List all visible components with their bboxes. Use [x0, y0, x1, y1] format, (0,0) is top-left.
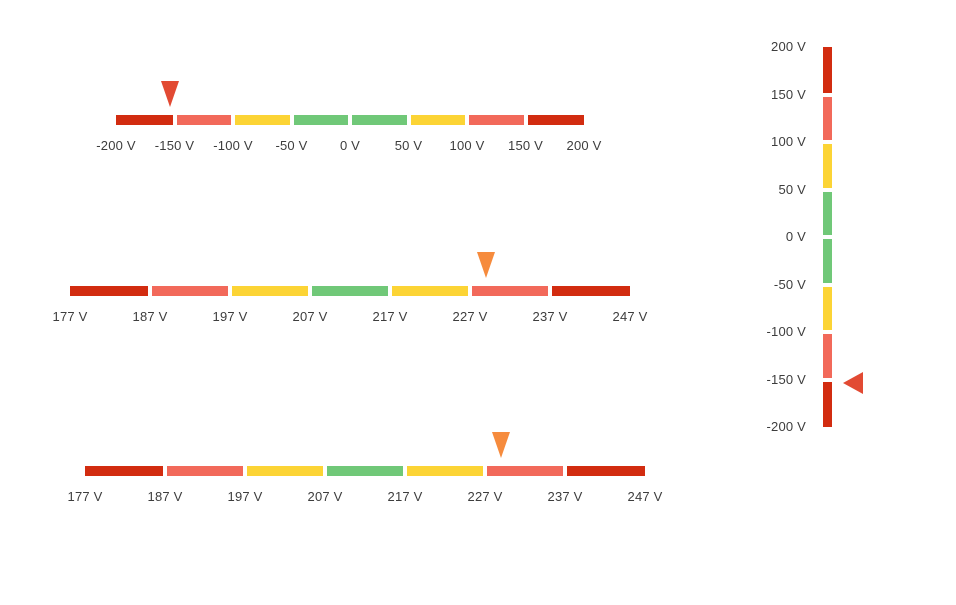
gauge-segment — [823, 239, 832, 283]
gauge-segment — [823, 286, 832, 330]
gauge-pointer-icon — [492, 432, 510, 458]
voltage-gauge-horizontal-middle: 177 V 187 V 197 V 207 V 217 V 227 V 237 V 247 V — [53, 252, 647, 330]
voltage-gauge-vertical: 200 V 150 V 100 V 50 V 0 V -50 V -100 V -150 V -… — [760, 40, 880, 434]
tick-label: 150 V — [508, 138, 543, 153]
tick-label: 197 V — [227, 489, 263, 504]
gauge-segment — [391, 286, 468, 296]
tick-label: 187 V — [132, 309, 168, 324]
tick-label: 200 V — [771, 39, 806, 54]
gauge-segment — [151, 286, 228, 296]
tick-label: 247 V — [612, 309, 648, 324]
gauge-segment — [823, 334, 832, 378]
tick-label: 227 V — [452, 309, 488, 324]
gauge-segment — [166, 466, 243, 476]
tick-label: 207 V — [307, 489, 343, 504]
gauge-segment — [70, 286, 148, 296]
gauge-segment — [552, 286, 630, 296]
gauge-segment — [116, 115, 173, 125]
tick-label: 200 V — [566, 138, 602, 153]
gauge-segment — [823, 191, 832, 235]
tick-label: 197 V — [212, 309, 248, 324]
gauge-bar — [70, 286, 630, 296]
gauge-pointer-icon — [477, 252, 495, 278]
tick-label: 100 V — [771, 134, 806, 149]
tick-label: -100 V — [213, 138, 253, 153]
gauge-segment — [472, 286, 548, 296]
gauge-segment — [176, 115, 231, 125]
gauge-segment — [406, 466, 483, 476]
gauge-bar — [116, 115, 584, 125]
tick-label: -150 V — [766, 371, 806, 387]
gauge-segment — [527, 115, 584, 125]
gauge-segment — [567, 466, 645, 476]
tick-label: 0 V — [339, 138, 361, 153]
gauge-segment — [823, 96, 832, 140]
tick-label: 177 V — [67, 489, 103, 504]
tick-label: 237 V — [547, 489, 583, 504]
gauge-segment — [312, 286, 388, 296]
gauge-bar — [823, 47, 832, 427]
tick-label: 177 V — [52, 309, 88, 324]
tick-label: -50 V — [773, 276, 806, 292]
tick-label: 217 V — [372, 309, 408, 324]
gauge-segment — [85, 466, 163, 476]
tick-label: -100 V — [766, 324, 806, 339]
tick-label: 227 V — [467, 489, 503, 504]
tick-label: 50 V — [394, 138, 423, 153]
voltage-gauge-horizontal-top: -200 V -150 V -100 V -50 V 0 V 50 V 100 V 150 V… — [96, 81, 601, 159]
gauge-segment — [293, 115, 348, 125]
gauge-segment — [235, 115, 290, 125]
gauge-segment — [823, 381, 832, 427]
gauge-pointer-icon — [843, 372, 863, 395]
gauge-segment — [246, 466, 323, 476]
tick-label: -200 V — [96, 138, 136, 153]
tick-label: 187 V — [147, 489, 183, 504]
gauge-segment — [327, 466, 403, 476]
voltage-gauge-horizontal-bottom: 177 V 187 V 197 V 207 V 217 V 227 V 237 V 247 V — [68, 432, 662, 510]
gauge-segment — [469, 115, 524, 125]
tick-label: 207 V — [292, 309, 328, 324]
gauge-pointer-icon — [160, 81, 179, 107]
gauge-segment — [231, 286, 308, 296]
tick-label: -200 V — [766, 419, 806, 434]
gauge-segment — [823, 47, 832, 93]
gauge-segment — [410, 115, 465, 125]
tick-label: -50 V — [275, 138, 308, 153]
gauge-segment — [823, 144, 832, 188]
tick-label: 100 V — [449, 138, 485, 153]
gauge-segment — [487, 466, 563, 476]
tick-label: 50 V — [778, 181, 806, 197]
tick-label: 217 V — [387, 489, 423, 504]
gauge-bar — [85, 466, 645, 476]
tick-label: -150 V — [154, 138, 195, 153]
tick-label: 247 V — [627, 489, 663, 504]
tick-label: 150 V — [771, 86, 806, 102]
tick-label: 237 V — [532, 309, 568, 324]
gauge-segment — [352, 115, 407, 125]
tick-label: 0 V — [785, 229, 806, 244]
